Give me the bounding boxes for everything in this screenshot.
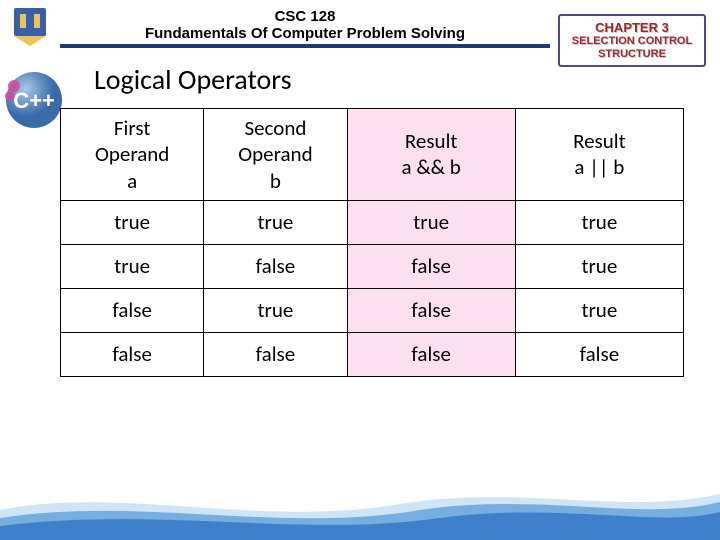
cell: true xyxy=(515,288,683,332)
cell: true xyxy=(61,200,204,244)
chapter-badge: CHAPTER 3 SELECTION CONTROL STRUCTURE xyxy=(558,14,706,67)
chapter-title: SELECTION CONTROL STRUCTURE xyxy=(564,35,700,61)
logical-operators-table: FirstOperanda SecondOperandb Resulta && … xyxy=(60,108,684,377)
col-header-or-result: Resulta || b xyxy=(515,109,683,201)
cell: false xyxy=(204,332,347,376)
cell: false xyxy=(204,244,347,288)
cell: false xyxy=(347,244,515,288)
cpp-logo-icon: C++ xyxy=(0,66,68,134)
cell: false xyxy=(515,332,683,376)
col-header-operand-a: FirstOperanda xyxy=(61,109,204,201)
cell: false xyxy=(347,288,515,332)
cell: true xyxy=(347,200,515,244)
cell: true xyxy=(61,244,204,288)
cell: true xyxy=(515,244,683,288)
table-header-row: FirstOperanda SecondOperandb Resulta && … xyxy=(61,109,684,201)
course-title: Fundamentals Of Computer Problem Solving xyxy=(60,25,550,42)
table-row: true true true true xyxy=(61,200,684,244)
header-underline xyxy=(60,44,550,48)
footer-wave-decoration xyxy=(0,476,720,540)
cell: false xyxy=(61,288,204,332)
cell: true xyxy=(204,200,347,244)
chapter-number: CHAPTER 3 xyxy=(564,20,700,35)
cell: true xyxy=(204,288,347,332)
university-crest-icon xyxy=(8,4,52,48)
table-row: false true false true xyxy=(61,288,684,332)
table-row: false false false false xyxy=(61,332,684,376)
col-header-operand-b: SecondOperandb xyxy=(204,109,347,201)
svg-text:C++: C++ xyxy=(13,88,55,113)
section-title: Logical Operators xyxy=(94,62,292,97)
cell: false xyxy=(347,332,515,376)
cell: true xyxy=(515,200,683,244)
course-header: CSC 128 Fundamentals Of Computer Problem… xyxy=(60,8,550,42)
col-header-and-result: Resulta && b xyxy=(347,109,515,201)
table-row: true false false true xyxy=(61,244,684,288)
cell: false xyxy=(61,332,204,376)
course-code: CSC 128 xyxy=(60,8,550,25)
